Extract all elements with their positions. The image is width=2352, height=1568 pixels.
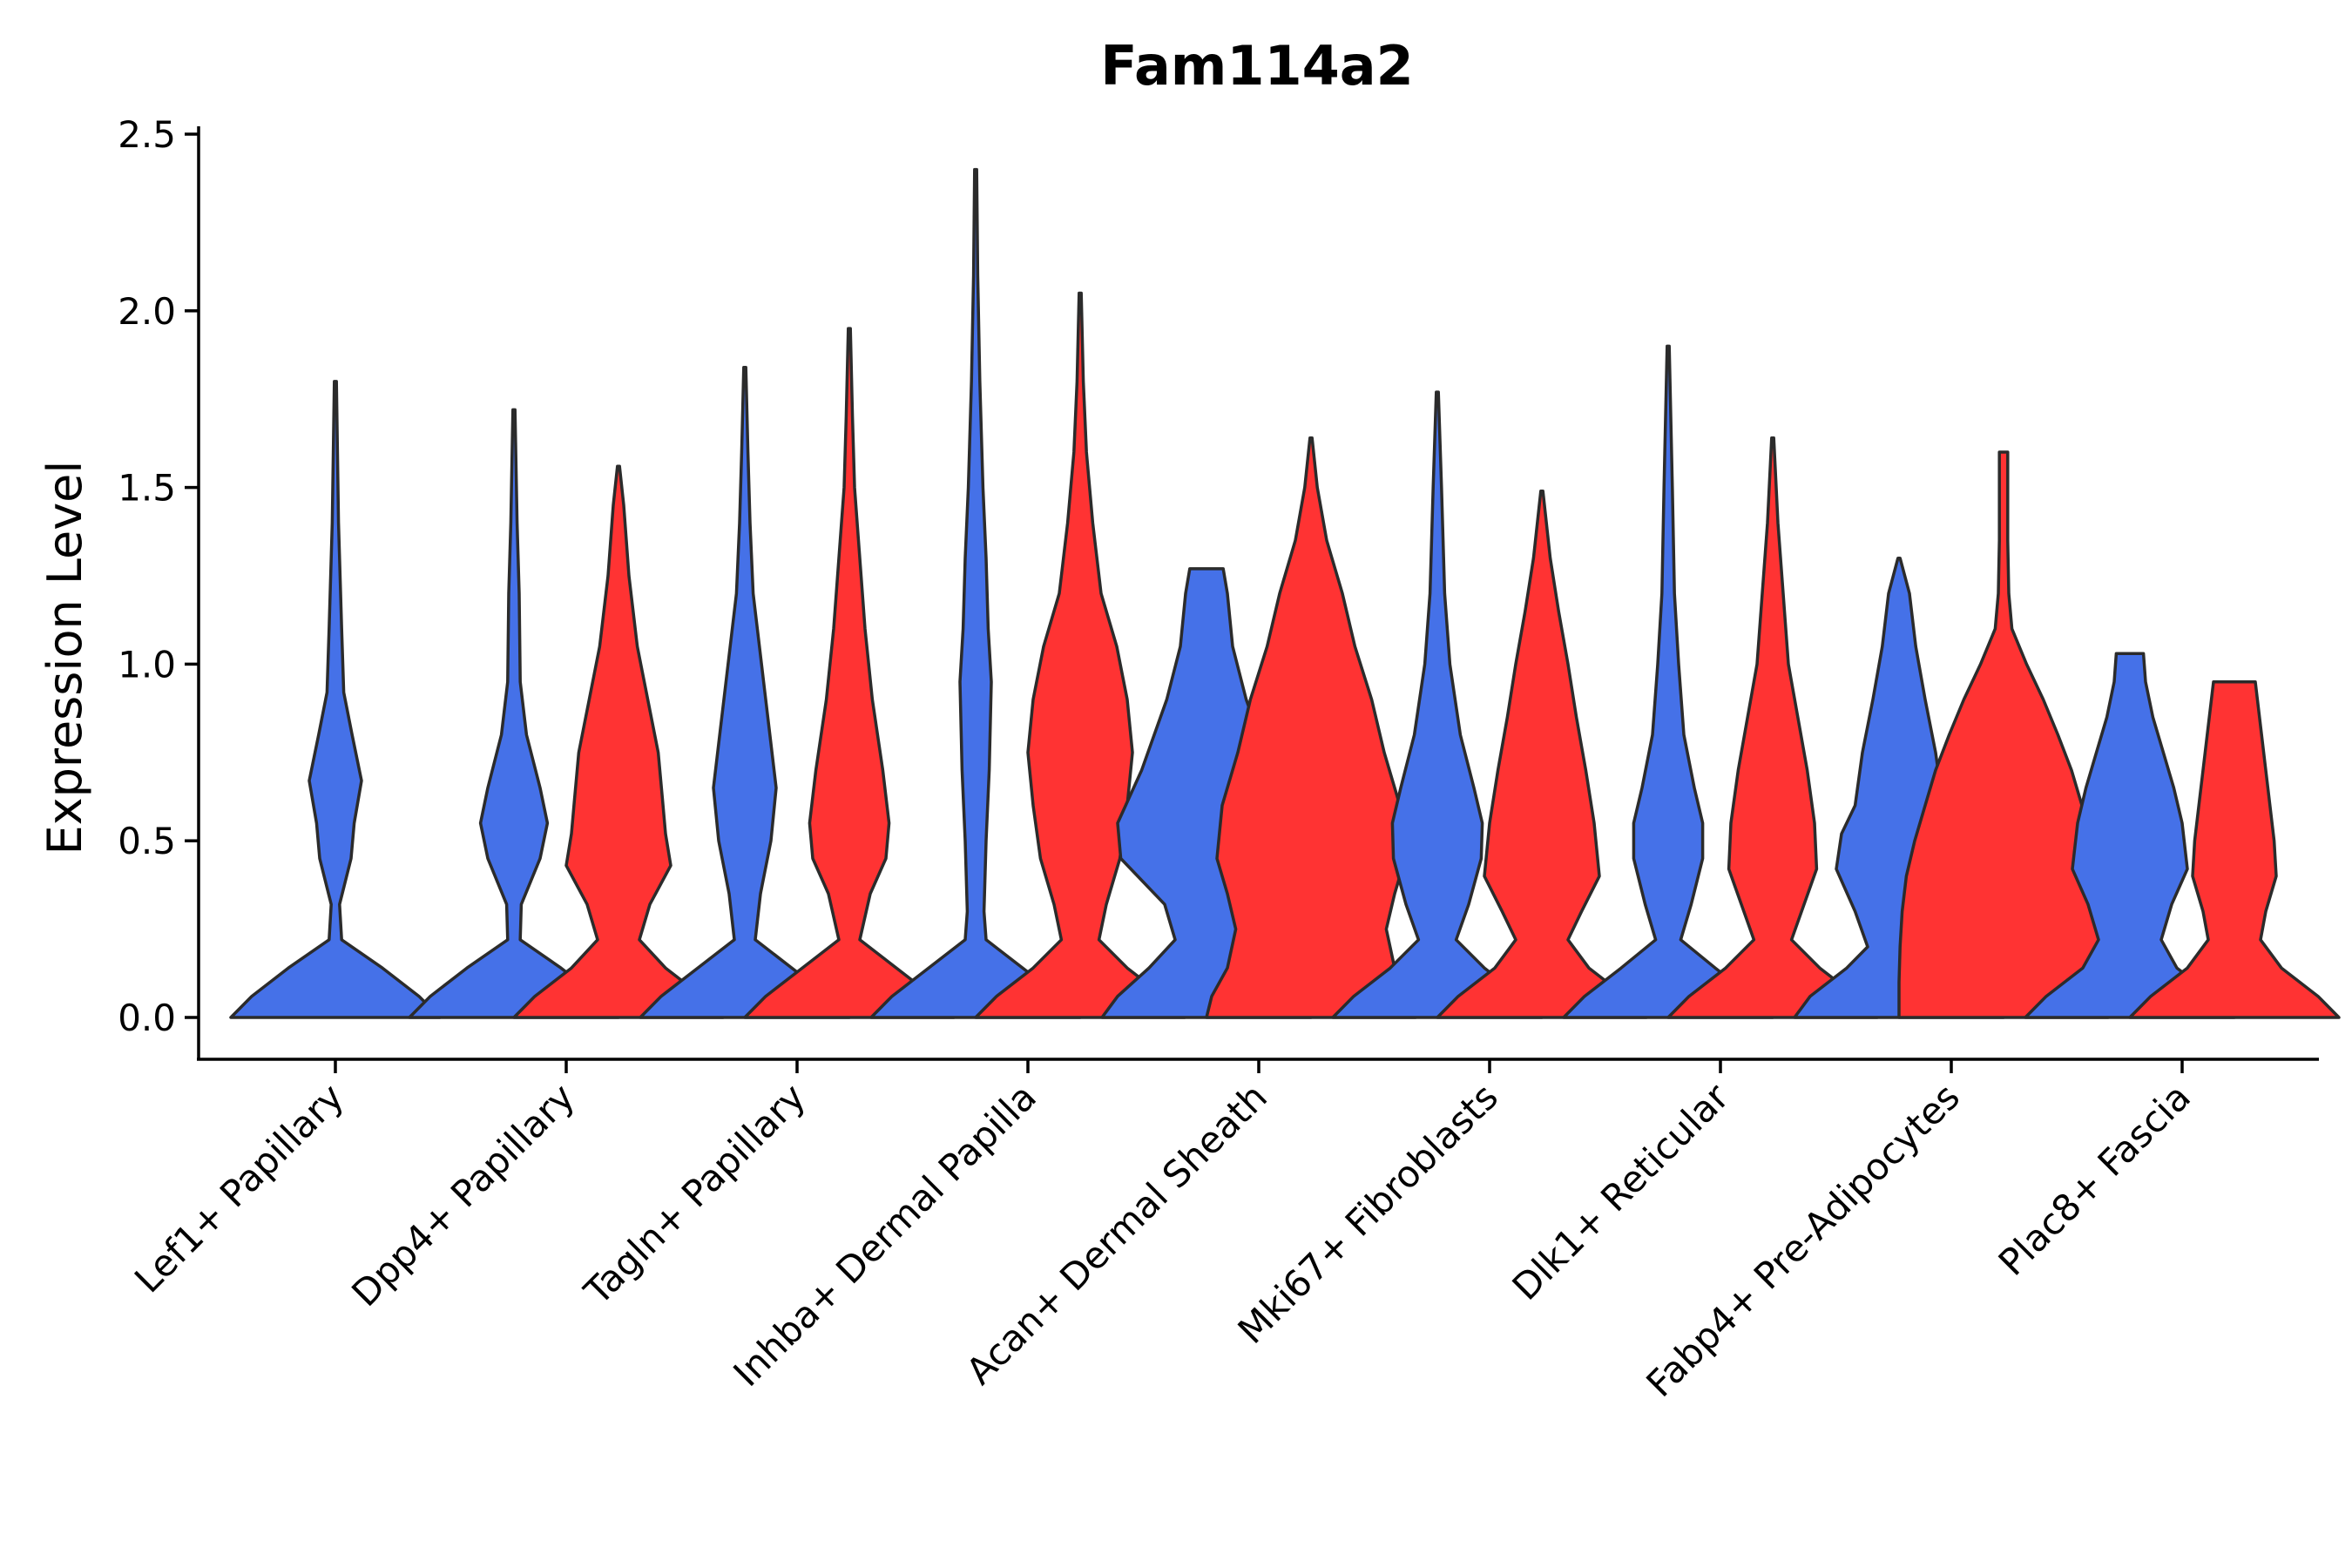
violin-group-1 bbox=[229, 380, 442, 1019]
y-axis-ticks: 0.0 0.5 1.0 1.5 2.0 2.5 bbox=[118, 113, 199, 1039]
violin-group-1 bbox=[408, 408, 620, 1019]
violins-layer bbox=[229, 167, 2341, 1019]
x-tick-label: Dlk1+ Reticular bbox=[1504, 1075, 1738, 1308]
chart-title: Fam114a2 bbox=[1100, 34, 1414, 98]
violin-group-2 bbox=[1436, 489, 1648, 1019]
y-tick-label: 0.0 bbox=[118, 997, 176, 1039]
x-tick-label: Tagln+ Papillary bbox=[576, 1075, 814, 1313]
violin-group-2 bbox=[512, 464, 725, 1019]
violin-group-2 bbox=[974, 291, 1186, 1019]
y-tick-label: 0.5 bbox=[118, 820, 176, 862]
violin-group-1 bbox=[869, 167, 1082, 1019]
violin-group-2 bbox=[2128, 679, 2341, 1019]
y-tick-label: 2.0 bbox=[118, 290, 176, 333]
y-tick-label: 1.0 bbox=[118, 643, 176, 686]
violin-group-1 bbox=[2024, 652, 2236, 1019]
x-tick-label: Mki67+ Fibroblasts bbox=[1230, 1075, 1506, 1351]
y-tick-label: 2.5 bbox=[118, 113, 176, 156]
violin-group-2 bbox=[743, 327, 956, 1019]
violin-group-1 bbox=[639, 365, 851, 1019]
violin-group-2 bbox=[1666, 436, 1879, 1019]
violin-group-1 bbox=[1562, 344, 1774, 1019]
x-tick-label: Lef1+ Papillary bbox=[126, 1075, 352, 1301]
violin-group-1 bbox=[1331, 390, 1544, 1019]
y-axis-label: Expression Level bbox=[37, 461, 92, 855]
y-tick-label: 1.5 bbox=[118, 467, 176, 510]
x-tick-label: Plac8+ Fascia bbox=[1990, 1075, 2199, 1283]
x-tick-label: Dpp4+ Papillary bbox=[343, 1075, 583, 1315]
violin-group-2 bbox=[1205, 436, 1417, 1019]
